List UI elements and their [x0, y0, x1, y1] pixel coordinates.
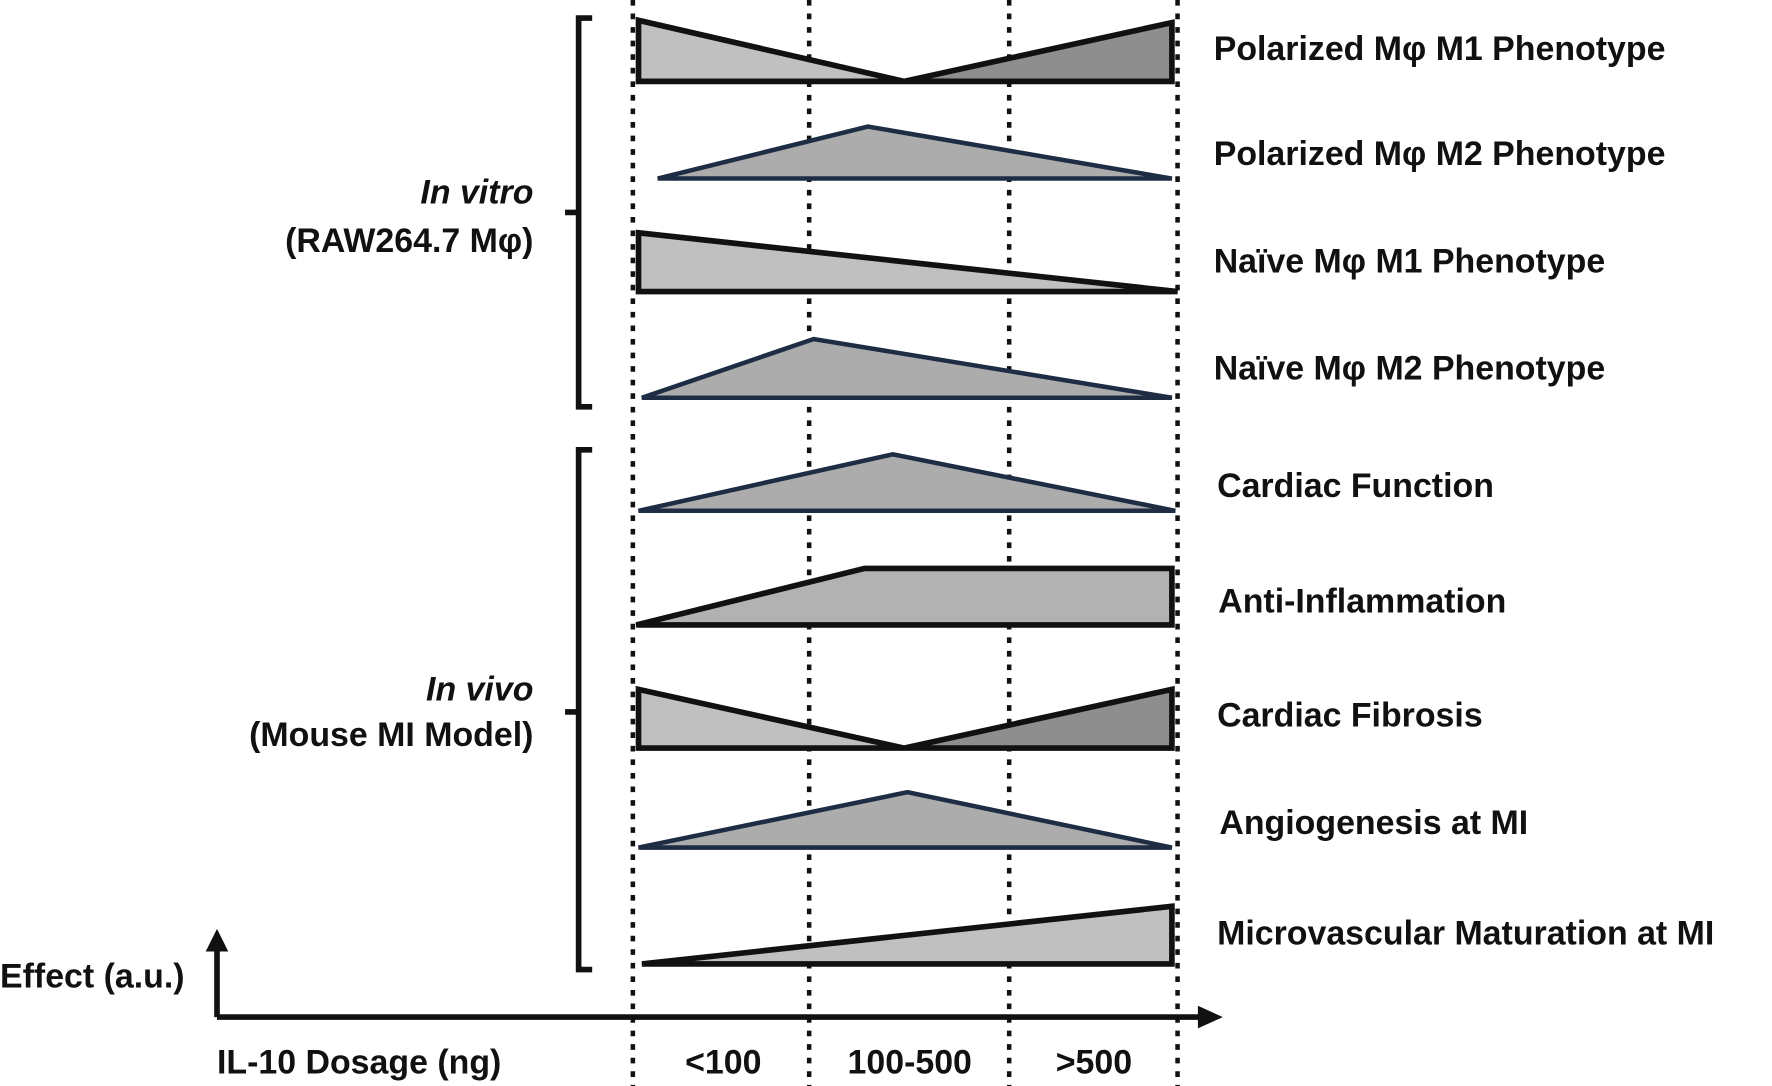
row-label: Polarized Mφ M1 Phenotype — [1214, 30, 1666, 68]
row-label: Angiogenesis at MI — [1219, 804, 1528, 842]
axes — [205, 928, 1223, 1029]
row-label: Cardiac Function — [1217, 467, 1494, 505]
row-label: Naïve Mφ M2 Phenotype — [1214, 350, 1605, 388]
row-label: Microvascular Maturation at MI — [1217, 915, 1714, 953]
brackets — [565, 15, 593, 973]
dosage-range: 100-500 — [848, 1043, 972, 1081]
dosage-range: >500 — [1056, 1043, 1132, 1081]
row-label: Polarized Mφ M2 Phenotype — [1214, 135, 1666, 173]
dosage-range: <100 — [685, 1043, 761, 1081]
group-label: In vivo — [426, 671, 533, 709]
y-axis-label: Effect (a.u.) — [0, 958, 185, 996]
x-axis-label: IL-10 Dosage (ng) — [217, 1043, 501, 1081]
group-label: In vitro — [420, 173, 533, 211]
dosage-dividers — [630, 0, 1180, 1086]
row-label: Cardiac Fibrosis — [1217, 697, 1483, 735]
group-sublabel: (Mouse MI Model) — [249, 716, 533, 754]
group-sublabel: (RAW264.7 Mφ) — [285, 222, 533, 260]
row-label: Anti-Inflammation — [1218, 582, 1506, 620]
row-label: Naïve Mφ M1 Phenotype — [1214, 242, 1605, 280]
effect-shapes — [635, 16, 1178, 967]
